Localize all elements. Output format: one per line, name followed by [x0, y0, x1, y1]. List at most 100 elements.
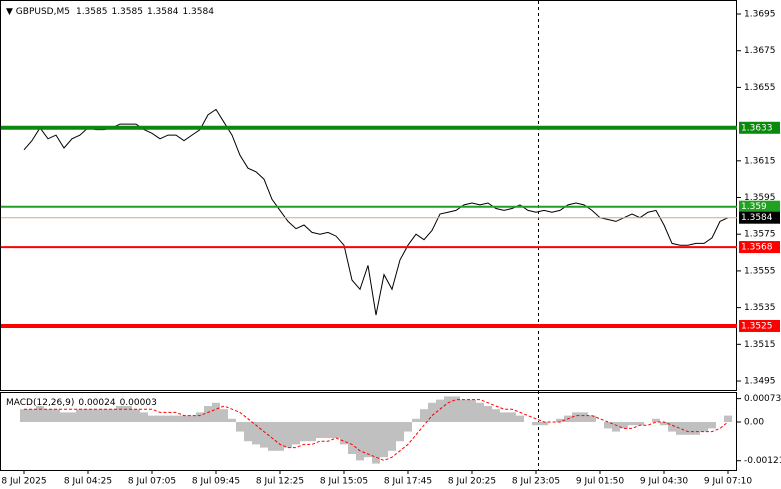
- macd-bar: [84, 409, 92, 422]
- macd-header: MACD(12,26,9) 0.00024 0.00003: [6, 398, 157, 408]
- macd-bar: [20, 409, 28, 422]
- y-tick-label: 1.3695: [744, 10, 776, 20]
- macd-bar: [452, 396, 460, 422]
- y-tick-label: 1.3655: [744, 83, 776, 93]
- macd-bar: [444, 396, 452, 422]
- level-label: 1.3525: [741, 321, 773, 331]
- level-label-box: [739, 121, 780, 134]
- macd-bar: [660, 422, 668, 426]
- macd-bar: [612, 422, 620, 432]
- macd-bar: [604, 422, 612, 429]
- macd-bar: [308, 422, 316, 442]
- macd-bar: [236, 422, 244, 432]
- macd-bar: [588, 415, 596, 422]
- macd-bar: [532, 422, 540, 426]
- macd-bar: [44, 409, 52, 422]
- macd-bar: [28, 409, 36, 422]
- macd-bar: [484, 406, 492, 422]
- macd-bar: [460, 399, 468, 422]
- x-tick-label: 8 Jul 2025: [1, 477, 46, 487]
- macd-bar: [620, 422, 628, 429]
- level-label-box: [739, 319, 780, 332]
- y-tick-label: 1.3675: [744, 46, 776, 56]
- level-label: 1.3584: [741, 213, 773, 223]
- macd-panel-frame: [0, 392, 737, 471]
- macd-bar: [284, 422, 292, 448]
- macd-bar: [676, 422, 684, 435]
- macd-bar: [356, 422, 364, 461]
- macd-bar: [468, 399, 476, 422]
- macd-bar: [164, 415, 172, 422]
- y-tick-label: 0.00: [744, 418, 764, 428]
- macd-bar: [76, 409, 84, 422]
- macd-bar: [100, 409, 108, 422]
- macd-bar: [140, 412, 148, 422]
- macd-bar: [340, 422, 348, 445]
- macd-bar: [404, 422, 412, 432]
- macd-bar: [220, 409, 228, 422]
- macd-bar: [428, 402, 436, 422]
- macd-bar: [372, 422, 380, 464]
- macd-bar: [260, 422, 268, 448]
- macd-bar: [436, 399, 444, 422]
- macd-bar: [276, 422, 284, 451]
- level-label-box: [739, 241, 780, 254]
- y-tick-label: 1.3555: [744, 266, 776, 276]
- macd-bar: [476, 402, 484, 422]
- macd-current: 0.00024: [78, 398, 115, 408]
- x-tick-label: 8 Jul 15:05: [320, 477, 368, 487]
- x-tick-label: 9 Jul 01:50: [576, 477, 625, 487]
- macd-bar: [212, 402, 220, 422]
- macd-bar: [148, 415, 156, 422]
- macd-bar: [332, 422, 340, 438]
- macd-bar: [300, 422, 308, 442]
- x-tick-label: 8 Jul 17:45: [384, 477, 432, 487]
- low: 1.3584: [147, 7, 179, 17]
- macd-bar: [420, 409, 428, 422]
- level-label-box: [739, 200, 780, 213]
- macd-bar: [188, 415, 196, 422]
- level-label: 1.359: [741, 202, 767, 212]
- macd-bar: [388, 422, 396, 451]
- macd-title: MACD(12,26,9): [6, 398, 74, 408]
- macd-bar: [68, 412, 76, 422]
- macd-bar: [228, 418, 236, 422]
- x-tick-label: 9 Jul 07:10: [704, 477, 753, 487]
- macd-bar: [556, 418, 564, 422]
- macd-bar: [132, 409, 140, 422]
- macd-bar: [204, 406, 212, 422]
- macd-bar: [116, 406, 124, 422]
- macd-bar: [60, 412, 68, 422]
- macd-bar: [196, 412, 204, 422]
- macd-bar: [292, 422, 300, 445]
- axis-layer: 1.3695 1.3675 1.3655 1.3615 1.3595 1.3575 1.35…: [1, 10, 781, 487]
- macd-bar: [364, 422, 372, 458]
- y-tick-label: 1.3535: [744, 303, 776, 313]
- y-tick-label: 1.3615: [744, 156, 776, 166]
- macd-bar: [180, 415, 188, 422]
- price-panel-frame: [0, 0, 737, 391]
- macd-bar: [108, 409, 116, 422]
- level-label: 1.3568: [741, 243, 773, 253]
- x-tick-label: 8 Jul 09:45: [192, 477, 240, 487]
- symbol-title: GBPUSD,M5: [16, 7, 70, 17]
- level-label: 1.3633: [741, 123, 773, 133]
- macd-bar: [724, 415, 732, 422]
- signal-current: 0.00003: [120, 398, 157, 408]
- macd-bar: [244, 422, 252, 442]
- header-marker: ▼: [6, 7, 16, 17]
- high: 1.3585: [111, 7, 143, 17]
- open: 1.3585: [76, 7, 108, 17]
- macd-bar: [252, 422, 260, 445]
- y-tick-label: -0.00121: [744, 456, 781, 466]
- x-tick-label: 8 Jul 07:05: [128, 477, 176, 487]
- macd-bar: [492, 409, 500, 422]
- macd-bar: [52, 409, 60, 422]
- macd-bar: [652, 418, 660, 422]
- macd-bar: [412, 418, 420, 422]
- macd-bar: [516, 415, 524, 422]
- level-label-box: [739, 211, 780, 224]
- macd-bar: [92, 409, 100, 422]
- macd-bar: [124, 406, 132, 422]
